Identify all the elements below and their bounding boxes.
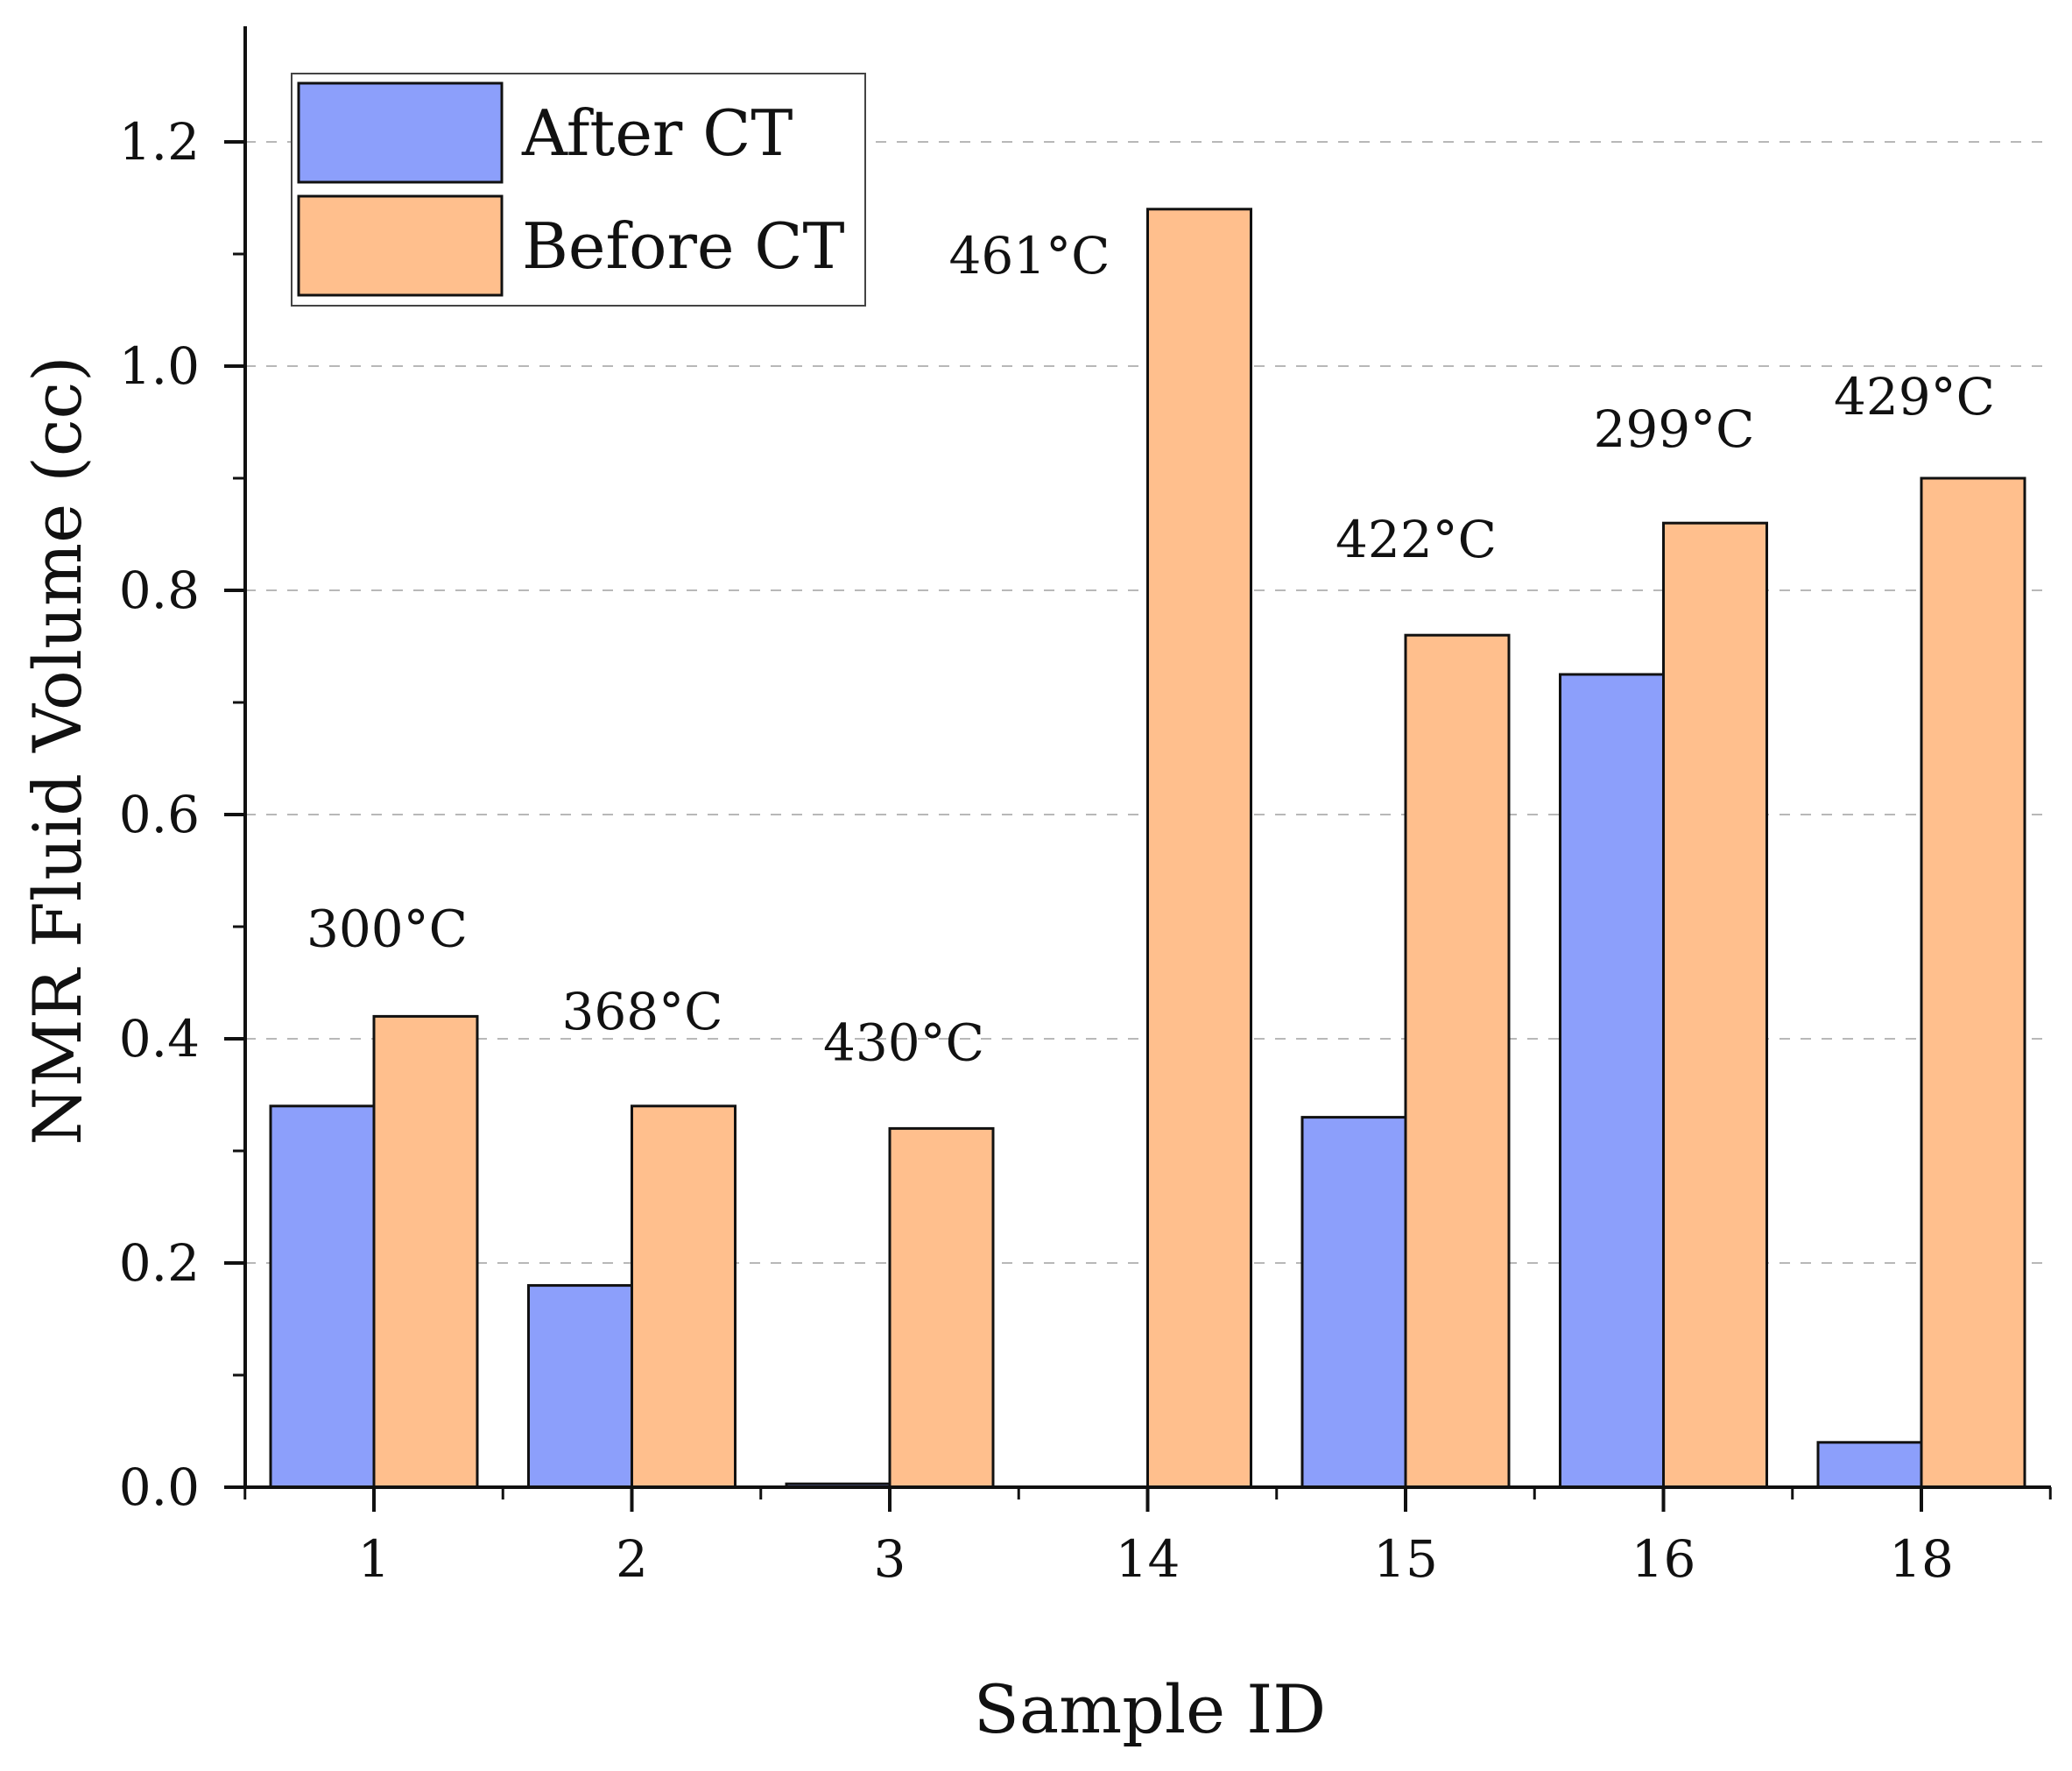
y-tick-label-0-6: 0.6: [119, 785, 200, 844]
annotation-15: 422°C: [1336, 510, 1497, 569]
bar-after-ct-16: [1559, 673, 1665, 1489]
bar-before-ct-16: [1662, 521, 1768, 1489]
legend-label-after-ct: After CT: [521, 96, 793, 170]
legend-swatch-after-ct: [297, 81, 504, 184]
y-tick-label-1: 1.0: [119, 336, 200, 396]
annotation-14: 461°C: [948, 226, 1110, 286]
x-tick-label-18: 18: [1889, 1529, 1954, 1589]
y-tick-label-0: 0.0: [119, 1457, 200, 1517]
x-tick-label-14: 14: [1116, 1529, 1180, 1589]
x-tick-label-3: 3: [874, 1529, 906, 1589]
x-tick-label-15: 15: [1373, 1529, 1438, 1589]
legend-swatch-before-ct: [297, 194, 504, 297]
bar-before-ct-15: [1404, 633, 1511, 1489]
y-tick-label-0-4: 0.4: [119, 1009, 200, 1069]
bar-before-ct-2: [631, 1104, 736, 1489]
x-tick-label-2: 2: [616, 1529, 648, 1589]
axes-layer: [224, 25, 2052, 1512]
bar-after-ct-15: [1300, 1116, 1407, 1489]
y-tick-label-1-2: 1.2: [119, 112, 200, 172]
annotation-16: 299°C: [1593, 399, 1754, 459]
annotation-2: 368°C: [561, 982, 722, 1041]
x-tick-label-16: 16: [1632, 1529, 1696, 1589]
bars-layer: [269, 208, 2026, 1489]
bar-before-ct-1: [372, 1014, 479, 1489]
annotation-1: 300°C: [307, 899, 468, 958]
bar-after-ct-1: [269, 1104, 376, 1489]
y-tick-label-0-8: 0.8: [119, 561, 200, 620]
x-axis-label: Sample ID: [974, 1670, 1327, 1748]
bar-after-ct-2: [527, 1284, 633, 1489]
bar-before-ct-3: [888, 1126, 995, 1489]
y-tick-label-0-2: 0.2: [119, 1233, 200, 1293]
bar-before-ct-14: [1146, 208, 1252, 1489]
bar-after-ct-18: [1816, 1441, 1923, 1489]
legend: After CT Before CT: [291, 73, 866, 307]
bar-before-ct-18: [1920, 476, 2026, 1489]
legend-label-before-ct: Before CT: [522, 209, 845, 283]
annotation-18: 429°C: [1834, 367, 1995, 427]
x-tick-label-1: 1: [358, 1529, 391, 1589]
y-axis-label: NMR Fluid Volume (cc): [18, 356, 96, 1145]
annotation-3: 430°C: [823, 1013, 984, 1072]
labels-layer: 0.0 0.2 0.4 0.6 0.8 1.0 1.2 1 2 3 14 15 16 18 300°C 368…: [119, 112, 1995, 1589]
